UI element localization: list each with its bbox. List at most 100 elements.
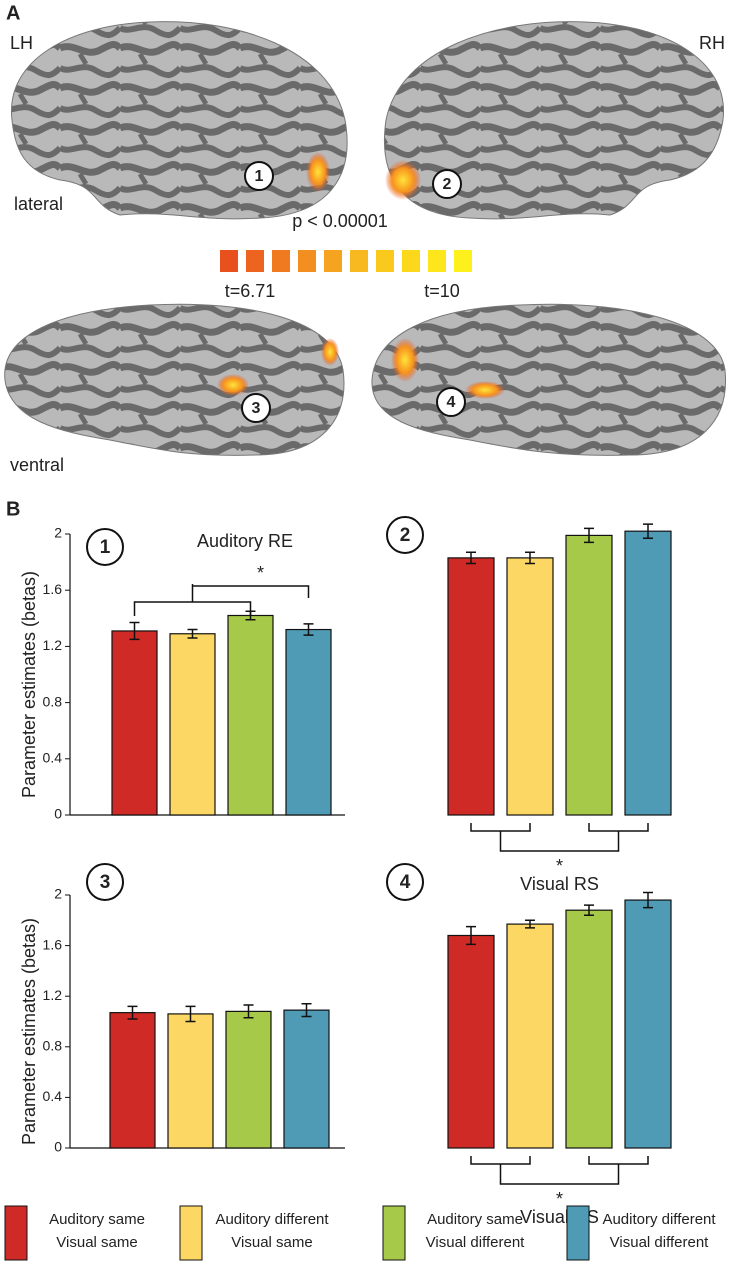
error-bar xyxy=(525,919,535,929)
bar xyxy=(447,557,495,816)
bar xyxy=(109,1012,156,1149)
error-bar xyxy=(525,551,535,565)
brain-lh-lateral xyxy=(11,21,348,220)
bar xyxy=(283,1009,330,1149)
hemisphere-label: RH xyxy=(699,33,725,53)
significance: * xyxy=(257,563,264,583)
region-circle xyxy=(241,393,271,423)
region-circle xyxy=(436,387,466,417)
y-tick-label: 0 xyxy=(54,1139,62,1155)
y-tick-label: 1.2 xyxy=(43,637,63,653)
panel-number: 2 xyxy=(400,525,411,546)
y-tick-label: 0.4 xyxy=(43,1088,63,1104)
y-axis-label: Parameter estimates (betas) xyxy=(19,918,39,1145)
activation xyxy=(385,160,421,200)
legend-label: Auditory different xyxy=(215,1211,329,1228)
chart-title: Auditory RE xyxy=(197,531,293,551)
bar xyxy=(111,630,158,816)
colorbar-min: t=6.71 xyxy=(225,281,276,301)
panel-number: 3 xyxy=(100,872,111,893)
panel-number: 4 xyxy=(400,872,411,893)
legend-label: Visual same xyxy=(56,1234,137,1251)
view-label: ventral xyxy=(10,455,64,475)
region-circle xyxy=(432,169,462,199)
y-tick-label: 0.4 xyxy=(43,750,63,766)
bar xyxy=(285,628,332,816)
bar xyxy=(227,614,274,816)
activation xyxy=(306,152,330,192)
panel-circle xyxy=(386,516,424,554)
error-bar xyxy=(301,1003,312,1018)
bar xyxy=(506,557,554,816)
error-bar xyxy=(466,551,476,565)
bar xyxy=(506,923,554,1149)
bar xyxy=(169,633,216,816)
panel-number: 1 xyxy=(100,537,111,558)
panel-circle xyxy=(386,863,424,901)
legend-swatch xyxy=(566,1205,590,1261)
hemisphere-label: LH xyxy=(10,33,33,53)
panel-label: A xyxy=(6,2,20,24)
error-bar xyxy=(185,1005,196,1023)
region-number: 3 xyxy=(252,400,261,417)
bracket xyxy=(470,823,649,852)
activation xyxy=(465,381,505,399)
significance: * xyxy=(556,856,563,876)
bar xyxy=(167,1013,214,1149)
error-bar xyxy=(127,1005,138,1020)
legend-label: Visual same xyxy=(231,1234,312,1251)
bracket xyxy=(133,584,310,616)
activation xyxy=(391,338,419,382)
error-bar xyxy=(584,904,594,916)
legend-swatch xyxy=(4,1205,28,1261)
colorbar-max: t=10 xyxy=(424,281,460,301)
region-number: 4 xyxy=(447,394,456,411)
y-tick-label: 0.8 xyxy=(43,1038,63,1054)
y-tick-label: 0.8 xyxy=(43,693,63,709)
error-bar xyxy=(466,925,476,946)
legend-label: Visual different xyxy=(610,1234,710,1251)
region-number: 2 xyxy=(443,176,452,193)
y-tick-label: 2 xyxy=(54,886,62,902)
legend-label: Auditory same xyxy=(49,1211,145,1228)
brain-lh-ventral xyxy=(4,303,345,456)
activation xyxy=(321,338,339,366)
legend-label: Visual different xyxy=(426,1234,526,1251)
view-label: lateral xyxy=(14,194,63,214)
legend-swatch xyxy=(382,1205,406,1261)
error-bar xyxy=(187,628,198,639)
y-tick-label: 1.2 xyxy=(43,987,63,1003)
error-bar xyxy=(643,523,653,539)
significance: * xyxy=(556,1189,563,1209)
annotation: Visual RS xyxy=(520,874,599,894)
error-bar xyxy=(303,623,314,636)
threshold: p < 0.00001 xyxy=(292,211,388,231)
y-tick-label: 0 xyxy=(54,806,62,822)
panel-circle xyxy=(86,528,124,566)
region-circle xyxy=(244,161,274,191)
panel-label: B xyxy=(6,498,20,520)
y-axis-label: Parameter estimates (betas) xyxy=(19,571,39,798)
error-bar xyxy=(129,621,140,641)
error-bar xyxy=(243,1004,254,1019)
bar xyxy=(447,934,495,1149)
brain-rh-ventral xyxy=(371,303,727,456)
y-tick-label: 1.6 xyxy=(43,936,63,952)
error-bar xyxy=(584,527,594,544)
colorbar xyxy=(220,250,472,272)
y-tick-label: 2 xyxy=(54,525,62,541)
bar xyxy=(565,534,613,816)
region-number: 1 xyxy=(255,168,264,185)
error-bar xyxy=(643,891,653,909)
legend-swatch xyxy=(179,1205,203,1261)
bar xyxy=(624,899,672,1149)
bracket xyxy=(470,1156,649,1185)
bar xyxy=(565,909,613,1149)
activation xyxy=(217,374,249,396)
panel-circle xyxy=(86,863,124,901)
legend-label: Auditory same xyxy=(427,1211,523,1228)
bar xyxy=(225,1010,272,1149)
legend-label: Auditory different xyxy=(602,1211,716,1228)
